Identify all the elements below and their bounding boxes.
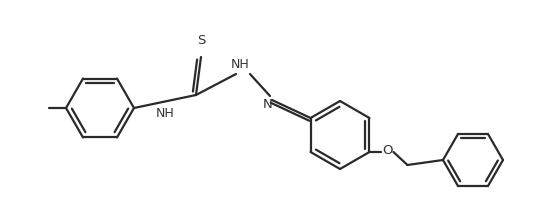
Text: NH: NH: [231, 58, 250, 71]
Text: N: N: [263, 97, 273, 111]
Text: NH: NH: [156, 107, 174, 120]
Text: O: O: [382, 145, 393, 157]
Text: S: S: [197, 34, 205, 47]
